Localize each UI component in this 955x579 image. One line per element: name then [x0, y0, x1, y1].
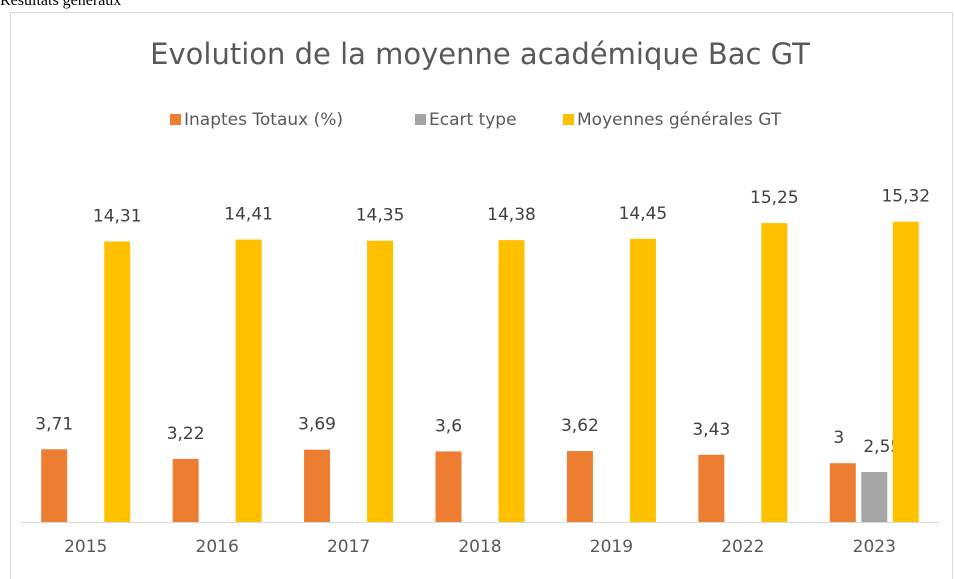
bar — [172, 458, 199, 522]
legend-label: Moyennes générales GT — [577, 110, 782, 130]
data-label: 15,32 — [881, 187, 930, 207]
data-label: 3,71 — [35, 414, 73, 434]
bar — [235, 239, 262, 522]
data-label: 3,43 — [692, 420, 730, 440]
x-tick-label: 2016 — [196, 537, 239, 557]
x-tick-label: 2015 — [64, 537, 107, 557]
x-tick-label: 2022 — [721, 537, 764, 557]
data-label: 3,6 — [435, 416, 462, 436]
data-label: 3 — [833, 428, 844, 448]
data-label: 15,25 — [750, 188, 799, 208]
data-label: 14,38 — [487, 205, 536, 225]
bar — [761, 223, 788, 522]
data-label: 14,41 — [224, 205, 273, 225]
data-label: 14,35 — [356, 206, 405, 226]
bar — [829, 463, 856, 522]
data-label: 3,22 — [167, 424, 205, 444]
legend-label: Inaptes Totaux (%) — [184, 110, 343, 130]
legend-swatch — [415, 114, 426, 125]
bar — [629, 238, 656, 522]
data-label: 14,31 — [93, 207, 142, 227]
bar — [566, 451, 593, 522]
bar — [367, 240, 394, 523]
legend-swatch — [563, 114, 574, 125]
bar — [104, 241, 131, 523]
legend-label: Ecart type — [429, 110, 517, 130]
data-label: 3,62 — [561, 416, 599, 436]
chart-title: Evolution de la moyenne académique Bac G… — [150, 37, 810, 71]
bar — [41, 449, 68, 522]
bar — [892, 221, 919, 522]
legend-swatch — [170, 114, 181, 125]
data-label: 2,55 — [863, 437, 901, 457]
data-label: 3,69 — [298, 415, 336, 435]
chart-frame — [10, 12, 953, 579]
data-label: 14,45 — [619, 204, 668, 224]
bar — [435, 451, 462, 522]
x-tick-label: 2019 — [590, 537, 633, 557]
x-tick-label: 2017 — [327, 537, 370, 557]
x-tick-label: 2018 — [458, 537, 501, 557]
bar — [861, 472, 888, 522]
x-tick-label: 2023 — [853, 537, 896, 557]
bar — [304, 449, 331, 522]
bar — [698, 454, 725, 522]
bar — [498, 240, 525, 523]
header-title: Résultats généraux — [0, 0, 122, 9]
